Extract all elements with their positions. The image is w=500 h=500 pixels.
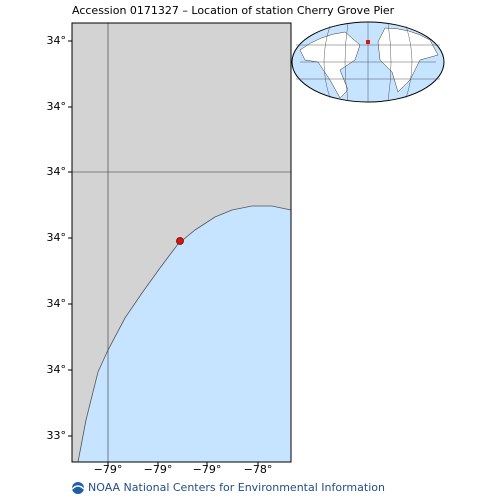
y-tick-label: 34° (47, 100, 67, 113)
map-frame (71, 22, 292, 463)
station-marker (176, 237, 184, 245)
y-tick-label: 34° (47, 231, 67, 244)
water (78, 206, 291, 462)
y-tick-label: 34° (47, 363, 67, 376)
noaa-logo-wave (71, 485, 85, 490)
title: Accession 0171327 – Location of station … (72, 4, 395, 17)
main-map (71, 22, 292, 463)
axis-labels: 34° 34° 34° 34° 34° 34° 33° −79° −79° −79° −78° (47, 34, 273, 476)
y-tick-label: 33° (47, 429, 67, 442)
coastline (77, 205, 292, 463)
y-tick-label: 34° (47, 297, 67, 310)
graticule (296, 22, 440, 102)
x-tick-label: −78° (244, 463, 273, 476)
y-tick-label: 34° (47, 34, 67, 47)
x-tick-label: −79° (193, 463, 222, 476)
continent (299, 31, 361, 99)
y-tick-label: 34° (47, 165, 67, 178)
x-tick-label: −79° (144, 463, 173, 476)
continent (377, 27, 439, 93)
footer: NOAA National Centers for Environmental … (88, 481, 385, 494)
inset-globe (291, 21, 445, 103)
inset-location (366, 40, 370, 44)
noaa-logo (72, 482, 84, 494)
x-tick-label: −79° (94, 463, 123, 476)
